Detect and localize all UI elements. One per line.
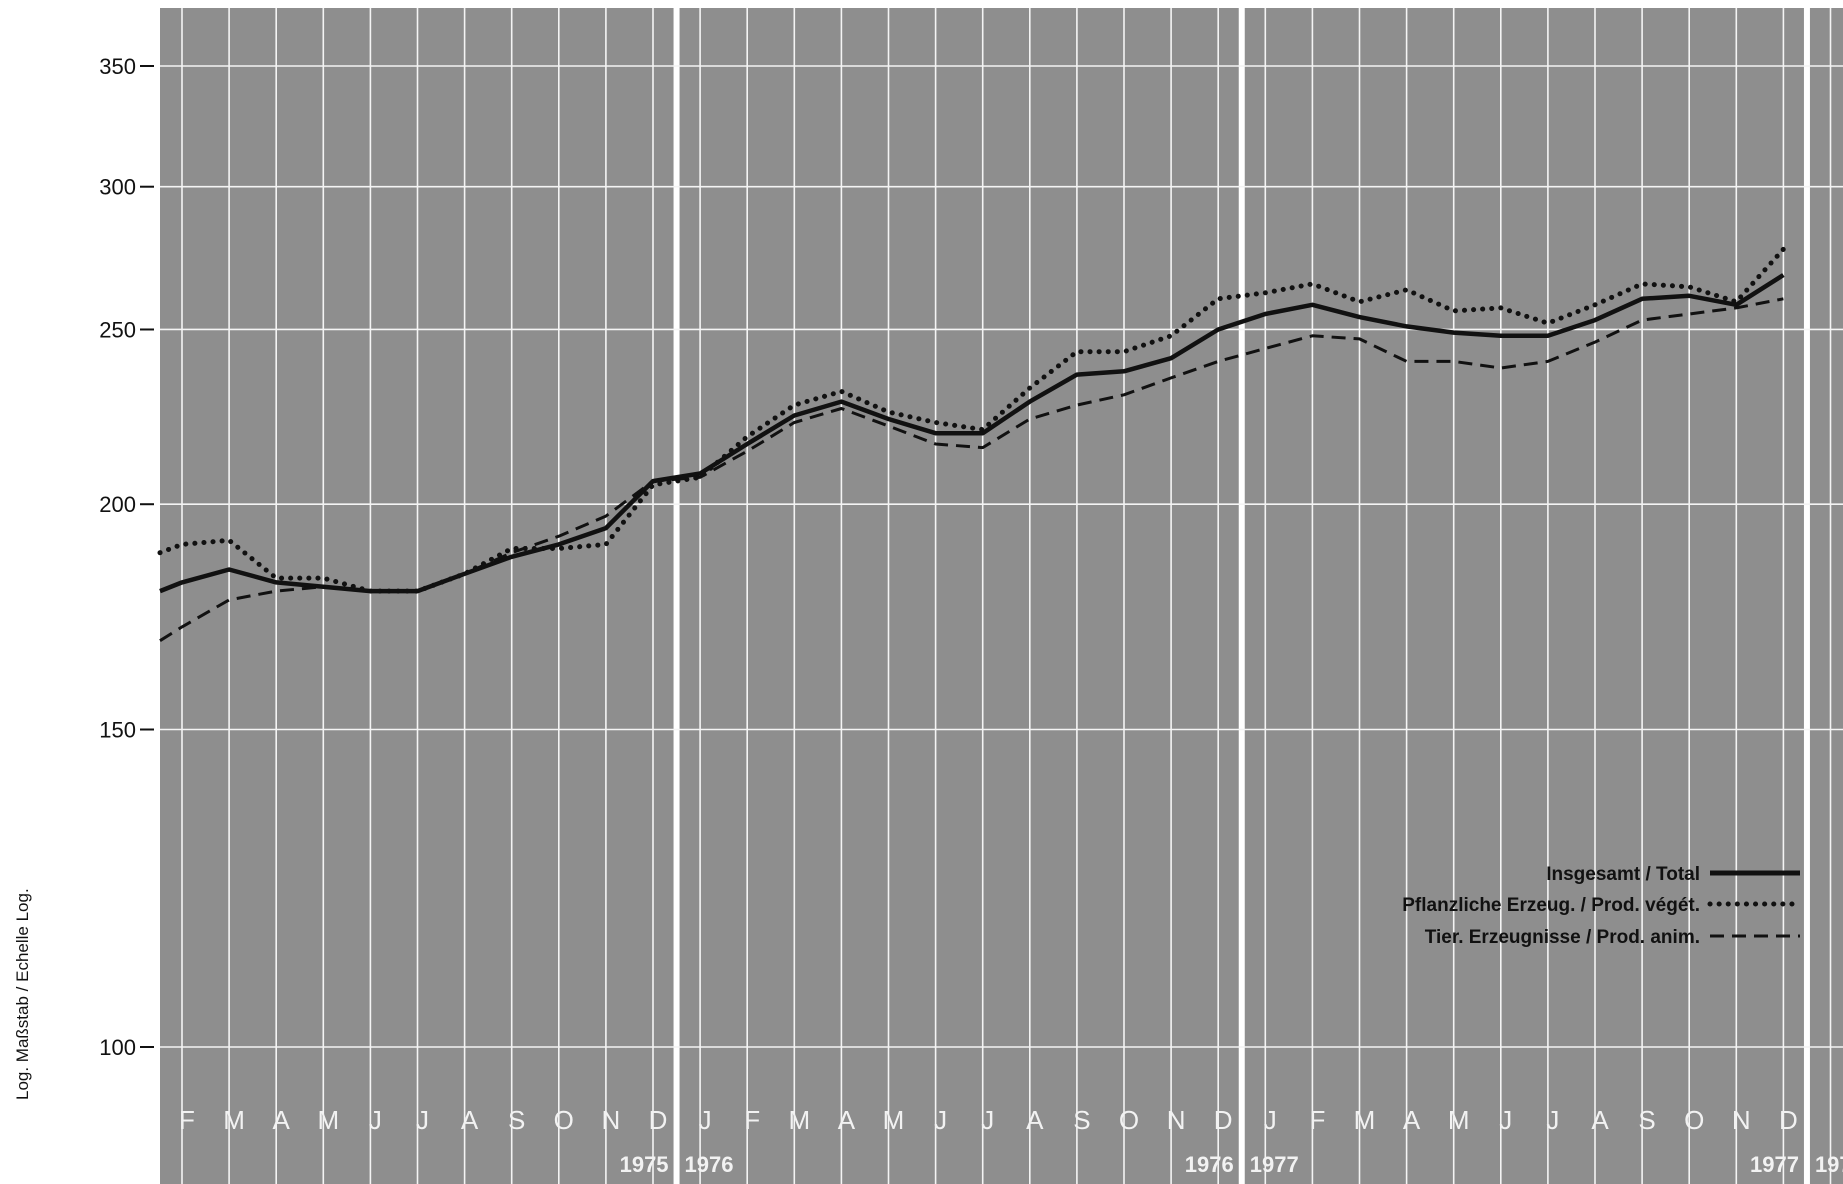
month-label: M bbox=[1448, 1105, 1470, 1135]
month-label: O bbox=[554, 1105, 574, 1135]
y-tick-label: 100 bbox=[99, 1035, 136, 1060]
month-label: S bbox=[1073, 1105, 1090, 1135]
y-axis: 100 150 200 250 300 350 bbox=[99, 54, 154, 1060]
month-label: A bbox=[838, 1105, 856, 1135]
month-label: A bbox=[1403, 1105, 1421, 1135]
month-label: N bbox=[1167, 1105, 1186, 1135]
month-label: M bbox=[317, 1105, 339, 1135]
month-label: A bbox=[1026, 1105, 1044, 1135]
month-label: M bbox=[223, 1105, 245, 1135]
series-line-2 bbox=[157, 246, 1786, 594]
year-label-left: 1977 bbox=[1750, 1152, 1799, 1177]
y-tick-label: 350 bbox=[99, 54, 136, 79]
legend-label-1: Insgesamt / Total bbox=[1546, 864, 1700, 885]
plot-background bbox=[160, 8, 1843, 1184]
month-label: D bbox=[1779, 1105, 1798, 1135]
month-label: M bbox=[788, 1105, 810, 1135]
month-label: D bbox=[1214, 1105, 1233, 1135]
month-label: M bbox=[883, 1105, 905, 1135]
month-label: A bbox=[273, 1105, 291, 1135]
year-labels: 1975 1976 1976 1977 1977 197 bbox=[620, 1152, 1843, 1177]
legend-label-3: Tier. Erzeugnisse / Prod. anim. bbox=[1425, 927, 1700, 948]
month-label: J bbox=[369, 1105, 382, 1135]
month-label: F bbox=[1309, 1105, 1325, 1135]
y-tick-label: 300 bbox=[99, 175, 136, 200]
month-label: F bbox=[744, 1105, 760, 1135]
month-label: A bbox=[1591, 1105, 1609, 1135]
month-label: O bbox=[1119, 1105, 1139, 1135]
series-lines bbox=[157, 246, 1786, 642]
month-label: J bbox=[981, 1105, 994, 1135]
y-tick-label: 200 bbox=[99, 492, 136, 517]
year-label-right: 1977 bbox=[1250, 1152, 1299, 1177]
month-label: F bbox=[179, 1105, 195, 1135]
month-label: J bbox=[699, 1105, 712, 1135]
month-label: N bbox=[602, 1105, 621, 1135]
y-tick-label: 150 bbox=[99, 717, 136, 742]
year-label-right: 1976 bbox=[685, 1152, 734, 1177]
y-tick-label: 250 bbox=[99, 317, 136, 342]
year-label-left: 1976 bbox=[1185, 1152, 1234, 1177]
month-label: J bbox=[934, 1105, 947, 1135]
month-label: S bbox=[1638, 1105, 1655, 1135]
month-label: J bbox=[416, 1105, 429, 1135]
series-line-3 bbox=[159, 297, 1784, 642]
year-label-right: 197 bbox=[1815, 1152, 1843, 1177]
month-label: D bbox=[649, 1105, 668, 1135]
month-label: J bbox=[1264, 1105, 1277, 1135]
year-label-left: 1975 bbox=[620, 1152, 669, 1177]
month-label: J bbox=[1499, 1105, 1512, 1135]
month-label: N bbox=[1732, 1105, 1751, 1135]
month-label: S bbox=[508, 1105, 525, 1135]
month-label: M bbox=[1354, 1105, 1376, 1135]
month-label: O bbox=[1684, 1105, 1704, 1135]
month-label: J bbox=[1546, 1105, 1559, 1135]
legend: Insgesamt / Total Pflanzliche Erzeug. / P… bbox=[1402, 864, 1803, 948]
month-label: A bbox=[461, 1105, 479, 1135]
vertical-grid bbox=[181, 8, 1832, 1184]
y-axis-scale-note: Log. Maßstab / Echelle Log. bbox=[13, 888, 32, 1100]
legend-label-2: Pflanzliche Erzeug. / Prod. végét. bbox=[1402, 895, 1700, 916]
